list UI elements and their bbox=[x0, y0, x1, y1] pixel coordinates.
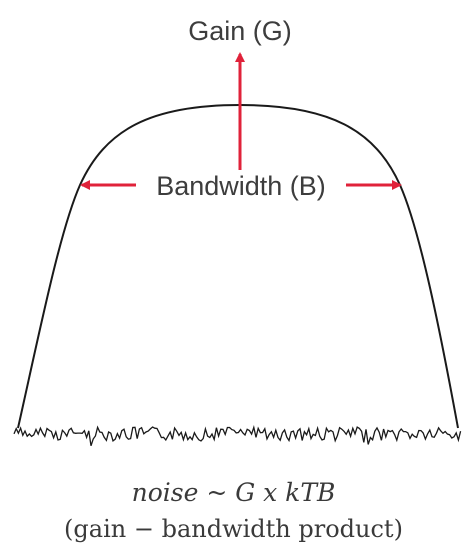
noise-floor-trace bbox=[13, 424, 462, 447]
bandwidth-label: Bandwidth (B) bbox=[156, 171, 326, 201]
passband-response-curve bbox=[17, 103, 459, 429]
noise-formula: noise ~ G x kTB bbox=[131, 478, 336, 507]
gain-label: Gain (G) bbox=[188, 16, 292, 46]
formula-caption: (gain − bandwidth product) bbox=[64, 515, 403, 543]
